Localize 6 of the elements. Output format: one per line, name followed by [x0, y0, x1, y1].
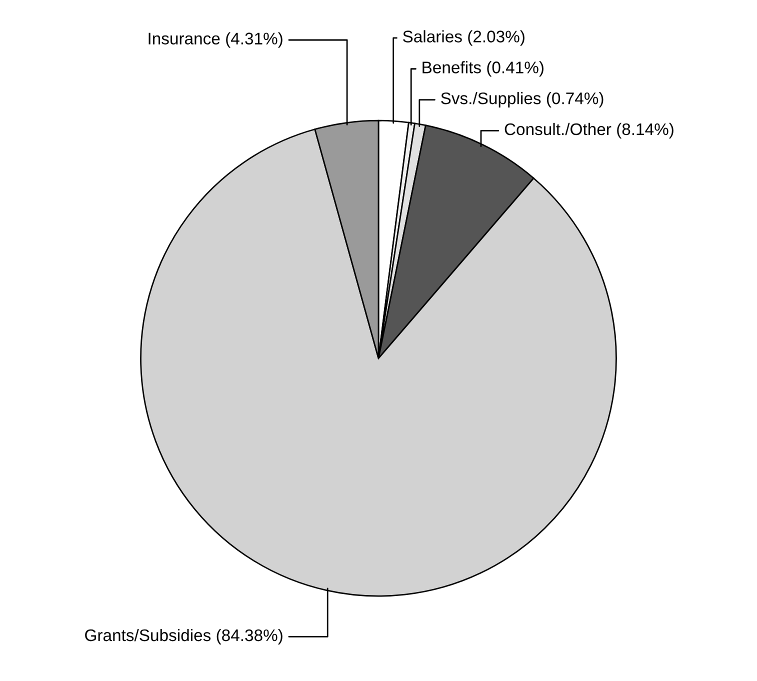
slice-label: Consult./Other (8.14%) [504, 122, 674, 138]
slice-label: Salaries (2.03%) [403, 30, 524, 46]
slice-label: Svs./Supplies (0.74%) [441, 92, 604, 108]
slice-label: Insurance (4.31%) [148, 32, 282, 48]
slice-label: Grants/Subsidies (84.38%) [85, 628, 282, 644]
slice-label: Benefits (0.41%) [422, 61, 544, 77]
